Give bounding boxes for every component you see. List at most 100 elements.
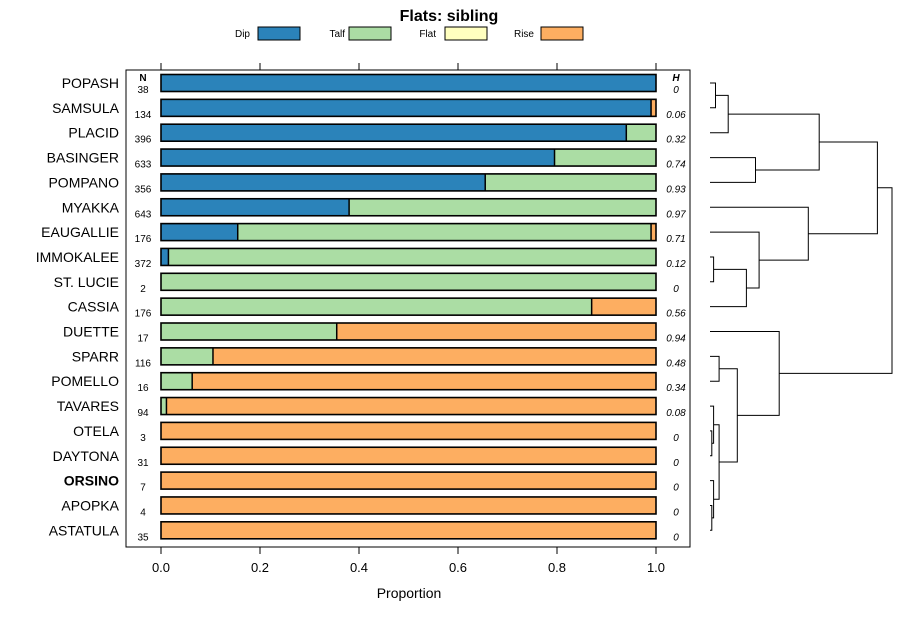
row-label: SAMSULA [52,100,120,116]
legend-swatch-dip [257,26,301,41]
row-n-value: 356 [135,184,152,195]
row-n-value: 116 [135,358,151,369]
bar-segment-rise [161,422,656,440]
row-otela: OTELA 3 0 [73,421,679,444]
row-h-value: 0 [673,532,679,543]
row-pompano: POMPANO 356 0.93 [48,173,686,195]
bar-segment-dip [161,74,656,92]
bar-outline [160,173,657,192]
bar-segment-talf [161,372,193,390]
legend-swatch-rise [540,26,584,41]
row-h-value: 0.12 [666,259,686,270]
bar-segment-talf [349,198,656,216]
row-n-value: 4 [140,507,146,518]
row-duette: DUETTE 17 0.94 [63,322,686,345]
row-h-value: 0.71 [666,234,685,245]
row-label: APOPKA [61,497,119,513]
legend-label-flat: Flat [419,29,436,40]
row-label: DUETTE [63,324,119,340]
dendrogram-link-n8 [808,141,878,235]
row-n-value: 643 [135,209,152,220]
row-st-lucie: ST. LUCIE 2 0 [54,272,679,295]
bar-segment-rise [591,298,656,316]
bar-segment-talf [161,273,656,291]
bar-segment-dip [161,248,169,266]
bar-outline [160,98,657,118]
row-h-value: 0.97 [666,209,686,220]
bar-outline [160,496,657,515]
bar-segment-rise [651,99,656,117]
row-label: ORSINO [64,473,119,489]
row-n-value: 372 [135,259,152,270]
bar-segment-rise [651,223,656,241]
legend-swatch-talf [348,26,392,41]
row-label: ASTATULA [49,522,120,538]
row-h-value: 0 [673,458,679,469]
row-cassia: CASSIA 176 0.56 [68,297,686,320]
row-placid: PLACID 396 0.32 [68,123,686,146]
bar-segment-talf [626,124,656,142]
bar-segment-dip [161,173,486,191]
row-label: CASSIA [68,299,120,315]
n-column-header: N [139,73,146,84]
row-eaugallie: EAUGALLIE 176 0.71 [41,222,686,245]
row-h-value: 0.08 [666,408,686,419]
bar-segment-talf [554,149,656,167]
row-apopka: APOPKA 4 0 [61,496,679,518]
row-h-value: 0 [673,284,679,295]
row-n-value: 17 [137,334,149,345]
chart-title: Flats: sibling [400,8,499,25]
bar-outline [160,73,657,93]
bar-outline [160,471,657,490]
x-tick-label-1: 0.2 [251,560,269,575]
dendrogram-link-n17 [779,187,893,374]
row-label: DAYTONA [53,448,120,464]
plot-frame [125,69,691,548]
x-tick-label-4: 0.8 [548,560,566,575]
dendrogram-link-n3 [728,113,820,171]
row-n-value: 176 [135,234,152,245]
bar-segment-talf [485,173,656,191]
legend: Dip Talf Flat Rise [235,26,584,41]
row-h-value: 0.93 [666,184,686,195]
bar-outline [160,222,657,242]
row-pomello: POMELLO 16 0.34 [51,371,686,394]
dendrogram [710,82,893,531]
bar-segment-dip [161,99,652,117]
h-column-header: H [672,73,680,84]
row-immokalee: IMMOKALEE 372 0.12 [36,247,686,270]
row-h-value: 0.48 [666,358,686,369]
bar-outline [160,123,657,142]
bar-segment-rise [212,347,656,365]
dendrogram-link-n2 [710,157,756,183]
row-label: EAUGALLIE [41,224,119,240]
legend-label-talf: Talf [329,29,345,40]
bar-outline [160,421,657,441]
bar-segment-talf [161,323,337,340]
bar-segment-talf [237,223,652,241]
row-h-value: 0.74 [666,160,686,171]
bar-segment-dip [161,149,555,167]
row-label: POMELLO [51,373,119,389]
x-tick-label-3: 0.6 [449,560,467,575]
x-tick-label-0: 0.0 [152,560,170,575]
row-h-value: 0 [673,507,679,518]
row-daytona: DAYTONA 31 0 [53,446,679,469]
bar-segment-dip [161,124,627,142]
dendrogram-link-n9 [710,355,720,382]
dendrogram-link-n5 [710,268,747,308]
bar-outline [160,371,657,391]
bar-segment-talf [168,248,657,266]
top-axis-ticks [160,63,657,70]
bar-segment-rise [161,521,656,539]
row-basinger: BASINGER 633 0.74 [47,148,686,171]
row-label: BASINGER [47,150,119,166]
row-h-value: 0 [673,433,679,444]
row-n-value: 3 [140,433,146,444]
dendrogram-link-n6 [710,231,760,289]
bar-segment-rise [166,397,656,415]
dendrogram-link-n10 [710,430,713,457]
row-n-value: 134 [135,110,152,121]
